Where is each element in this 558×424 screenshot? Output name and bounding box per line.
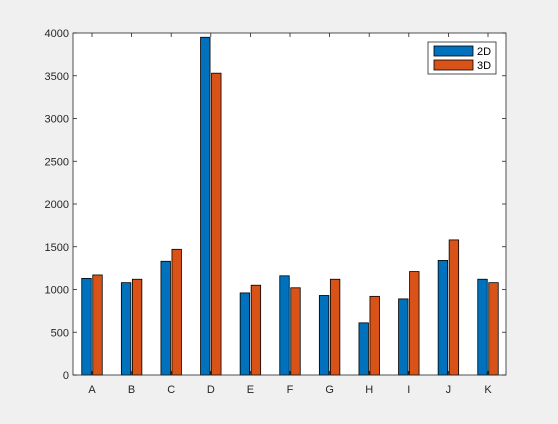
x-tick-label: A: [88, 384, 96, 396]
bar-3d-d: [211, 72, 222, 376]
bar-3d-h: [369, 295, 380, 376]
bar-3d-e: [250, 284, 262, 376]
bar-2d-j: [437, 260, 449, 376]
y-tick-label: 0: [63, 370, 69, 382]
bar-3d-k: [488, 282, 499, 376]
x-tick-label: D: [207, 384, 215, 396]
legend-swatch-2d: [433, 45, 474, 57]
legend-label-2d: 2D: [477, 46, 491, 58]
bar-2d-e: [239, 292, 251, 376]
x-tick-label: C: [167, 384, 175, 396]
bar-3d-a: [92, 274, 103, 376]
bar-2d-f: [279, 275, 290, 376]
x-tick-label: I: [407, 384, 410, 396]
bar-2d-a: [81, 277, 92, 376]
bar-2d-b: [120, 282, 132, 376]
bar-2d-k: [477, 278, 488, 376]
y-tick-label: 500: [51, 327, 69, 339]
bar-3d-j: [448, 239, 460, 376]
y-tick-label: 4000: [45, 28, 69, 40]
x-tick-label: K: [484, 384, 492, 396]
bar-2d-d: [200, 36, 211, 376]
y-tick-label: 2500: [45, 156, 69, 168]
bar-3d-f: [290, 287, 301, 376]
y-tick-label: 3000: [45, 114, 69, 126]
axes-group: 0 500 1000 1500 2000 2500 3000 3500 4000 A B C D E F G H…: [45, 28, 507, 396]
y-tick-label: 2000: [45, 199, 69, 211]
y-tick-label: 1000: [45, 285, 69, 297]
x-tick-label: E: [247, 384, 254, 396]
x-tick-label: F: [287, 384, 294, 396]
bar-3d-c: [171, 248, 182, 376]
y-tick-label: 1500: [45, 242, 69, 254]
x-tick-label: H: [365, 384, 373, 396]
bar-3d-g: [329, 278, 341, 376]
bar-2d-g: [318, 295, 330, 376]
legend-label-3d: 3D: [477, 60, 491, 72]
y-tick-label: 3500: [45, 71, 69, 83]
x-tick-label: J: [446, 384, 452, 396]
x-tick-label: G: [325, 384, 334, 396]
x-tick-label: B: [128, 384, 135, 396]
bar-2d-c: [160, 260, 171, 376]
bar-3d-b: [131, 278, 143, 376]
bar-3d-i: [409, 271, 420, 376]
bar-2d-h: [358, 322, 369, 376]
bar-2d-i: [398, 298, 409, 376]
legend-swatch-3d: [433, 59, 474, 71]
